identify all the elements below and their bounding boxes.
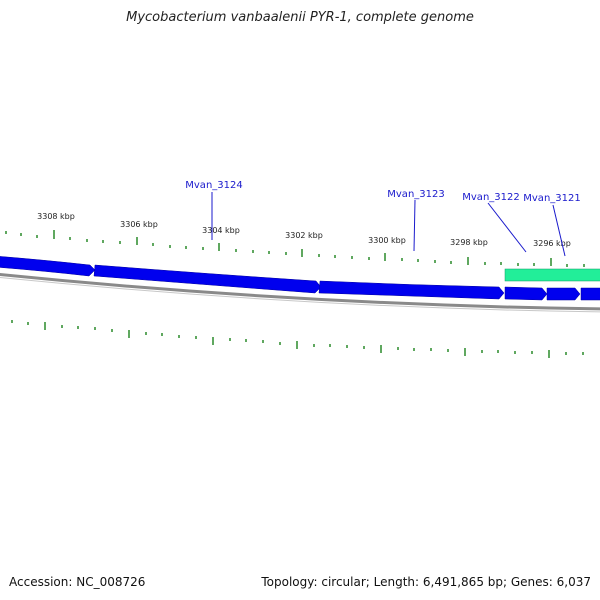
scale-label: 3302 kbp [285,231,323,240]
callout-line [487,202,527,253]
gene-arrow[interactable] [580,287,600,301]
callout-line [413,199,416,252]
gene-arrow[interactable] [0,256,96,277]
accession-label: Accession: NC_008726 [9,575,146,589]
gene-arrow[interactable] [546,287,581,301]
gene-labels: Mvan_3124 Mvan_3123 Mvan_3122 Mvan_3121 [185,180,580,204]
gene-arrow[interactable] [504,286,548,301]
scale-label: 3298 kbp [450,238,488,247]
upper-tick-row [5,230,585,267]
scale-label: 3306 kbp [120,220,158,229]
scale-labels: 3308 kbp 3306 kbp 3304 kbp 3302 kbp 3300… [37,212,571,248]
callout-line [552,204,566,257]
gene-arrow[interactable] [93,264,322,294]
genome-backbone [0,272,600,311]
scale-label: 3304 kbp [202,226,240,235]
genome-backbone-shadow [0,276,600,313]
lower-tick-row [11,320,584,358]
gene-label[interactable]: Mvan_3123 [387,189,444,200]
forward-genes [0,256,600,301]
highlighted-gene[interactable] [504,268,600,282]
scale-label: 3300 kbp [368,236,406,245]
genome-stats-label: Topology: circular; Length: 6,491,865 bp… [261,575,591,589]
gene-label[interactable]: Mvan_3124 [185,180,242,191]
gene-label[interactable]: Mvan_3122 [462,192,519,203]
page-title: Mycobacterium vanbaalenii PYR-1, complet… [126,10,474,25]
gene-arrow[interactable] [318,280,505,300]
gene-callouts [211,192,566,257]
scale-label: 3296 kbp [533,239,571,248]
scale-label: 3308 kbp [37,212,75,221]
gene-label[interactable]: Mvan_3121 [523,193,580,204]
